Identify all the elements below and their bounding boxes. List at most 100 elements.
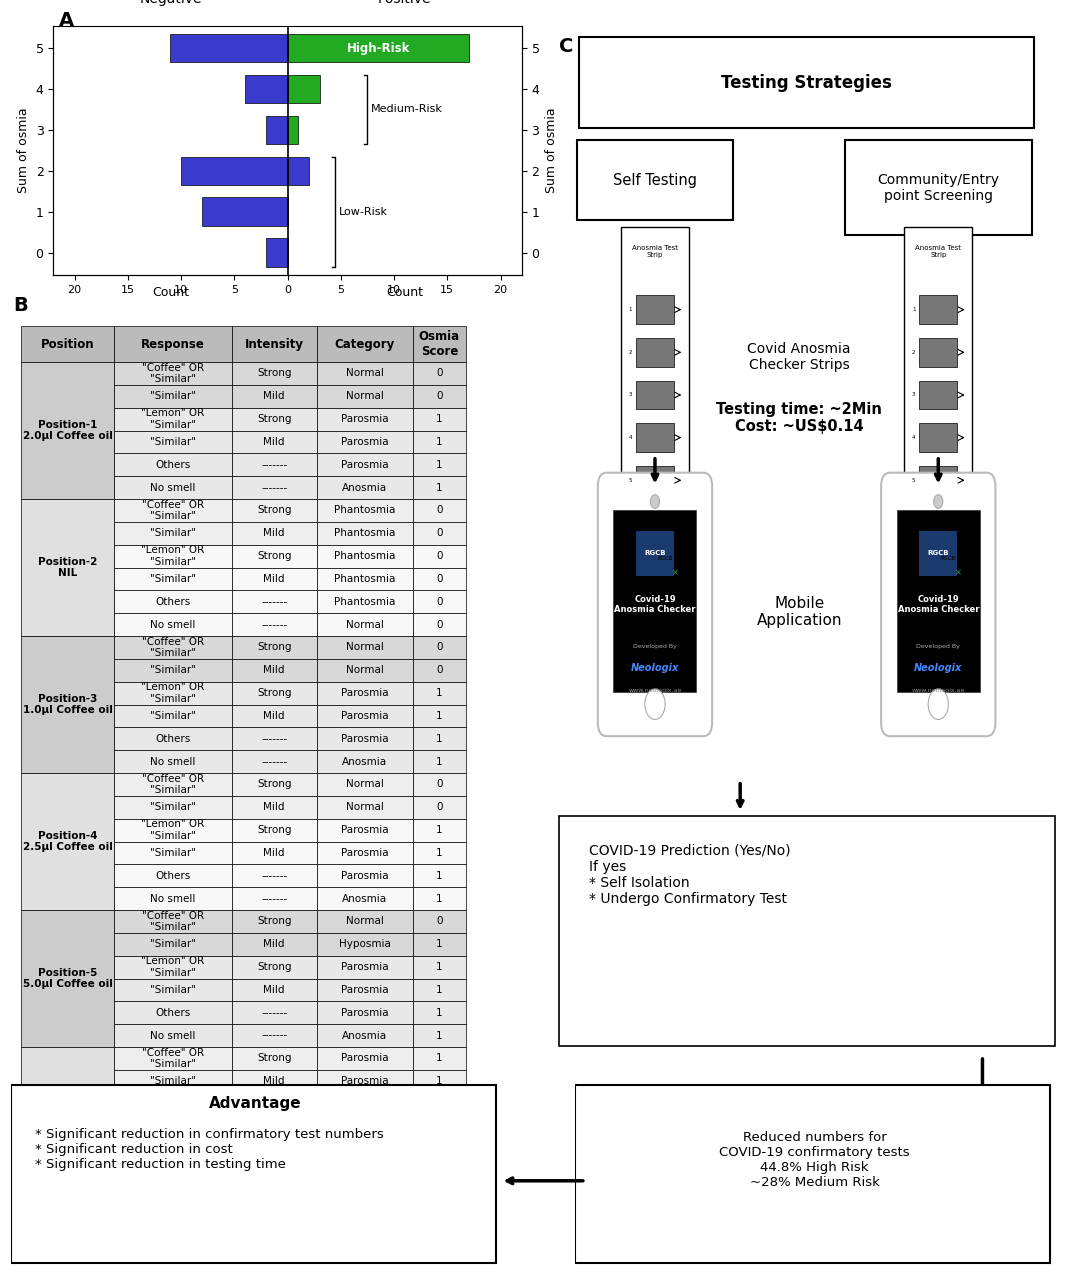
Text: Reduced numbers for
COVID-19 confirmatory tests
44.8% High Risk
~28% Medium Risk: Reduced numbers for COVID-19 confirmator… [720,1130,910,1189]
Bar [413,1070,466,1093]
Text: 1: 1 [436,826,443,835]
Bar [413,682,466,704]
Text: COVID-19 Prediction (Yes/No)
If yes
* Self Isolation
* Undergo Confirmatory Test: COVID-19 Prediction (Yes/No) If yes * Se… [589,844,791,906]
Text: No smell: No smell [150,1167,196,1178]
Text: Mild: Mild [263,436,285,447]
Text: "Lemon" OR
"Similar": "Lemon" OR "Similar" [142,819,204,841]
Text: Medium-Risk: Medium-Risk [371,105,442,114]
Bar [413,362,466,385]
Bar [317,659,412,682]
Bar [413,567,466,590]
Bar [231,819,317,841]
Bar [317,864,412,887]
Bar [317,326,412,362]
Bar [115,864,232,887]
Text: Neologix: Neologix [630,663,679,672]
Text: Others: Others [155,596,191,607]
Text: Position-6
5.0μl Lemon
grass oil: Position-6 5.0μl Lemon grass oil [32,1100,104,1132]
Text: Covid-19
Anosmia Checker: Covid-19 Anosmia Checker [615,595,695,614]
FancyBboxPatch shape [576,140,734,220]
FancyBboxPatch shape [621,228,689,585]
Text: 1: 1 [436,893,443,904]
Bar [231,956,317,978]
Bar [115,522,232,545]
Y-axis label: Sum of osmia: Sum of osmia [17,108,30,193]
Text: 1: 1 [436,483,443,493]
Text: 2: 2 [628,349,633,355]
Bar [245,74,288,104]
Text: 3: 3 [628,393,633,398]
Bar [115,326,232,362]
Text: 1: 1 [436,1144,443,1155]
Text: 0: 0 [436,803,443,813]
Text: B: B [13,296,28,315]
Text: Position-5
5.0μl Coffee oil: Position-5 5.0μl Coffee oil [23,968,113,989]
Bar [413,910,466,933]
Bar [115,430,232,453]
Bar [21,362,115,499]
Bar [317,430,412,453]
Bar [636,508,674,538]
Bar [413,1138,466,1161]
Bar [413,522,466,545]
Bar [317,545,412,567]
Y-axis label: Sum of osmia: Sum of osmia [545,108,558,193]
Bar [919,424,957,452]
Bar [413,819,466,841]
Bar [21,773,115,910]
Circle shape [934,495,943,508]
FancyBboxPatch shape [11,1085,495,1263]
Text: Parosmia: Parosmia [341,436,389,447]
Text: 1: 1 [436,756,443,767]
Bar [636,424,674,452]
Text: Phantosmia: Phantosmia [334,573,395,584]
Bar [231,1001,317,1024]
Text: "Lemon" OR
"Similar": "Lemon" OR "Similar" [142,682,204,704]
Text: "Similar": "Similar" [150,529,196,539]
Text: Others: Others [155,733,191,744]
Text: "Similar": "Similar" [150,392,196,402]
Text: 1: 1 [912,307,916,312]
Text: Mild: Mild [263,984,285,995]
Bar [413,773,466,796]
Bar [413,933,466,956]
Bar [115,613,232,636]
Circle shape [651,495,659,508]
FancyBboxPatch shape [904,228,972,585]
Bar [231,590,317,613]
Bar [115,1001,232,1024]
Text: 1: 1 [436,984,443,995]
Text: Developed By: Developed By [916,644,961,649]
Bar [317,590,412,613]
FancyBboxPatch shape [559,817,1054,1046]
Text: Phantosmia: Phantosmia [334,529,395,539]
Bar [413,453,466,476]
Bar [231,750,317,773]
Bar [317,978,412,1001]
Bar [317,956,412,978]
Text: No smell: No smell [150,756,196,767]
Bar [266,115,288,145]
Text: "Similar": "Similar" [150,573,196,584]
Bar [115,453,232,476]
Text: Testing time: ~2Min
Cost: ~US$0.14: Testing time: ~2Min Cost: ~US$0.14 [716,402,882,434]
Bar [413,476,466,499]
Text: Category: Category [334,338,395,351]
Bar [919,380,957,410]
Bar [21,1047,115,1184]
Bar [115,1161,232,1184]
Bar [919,508,957,538]
Bar [413,978,466,1001]
Text: Covid-19
Anosmia Checker: Covid-19 Anosmia Checker [898,595,979,614]
Text: Normal: Normal [346,369,383,379]
Text: Normal: Normal [346,916,383,927]
Text: Anosmia Test
Strip: Anosmia Test Strip [915,244,962,259]
Text: Mild: Mild [263,710,285,721]
Text: No smell: No smell [150,483,196,493]
Bar [115,887,232,910]
Text: RGCB: RGCB [928,550,949,557]
FancyBboxPatch shape [845,140,1032,236]
Text: 4: 4 [628,435,633,440]
FancyBboxPatch shape [613,509,697,692]
Text: "Similar": "Similar" [150,940,196,950]
